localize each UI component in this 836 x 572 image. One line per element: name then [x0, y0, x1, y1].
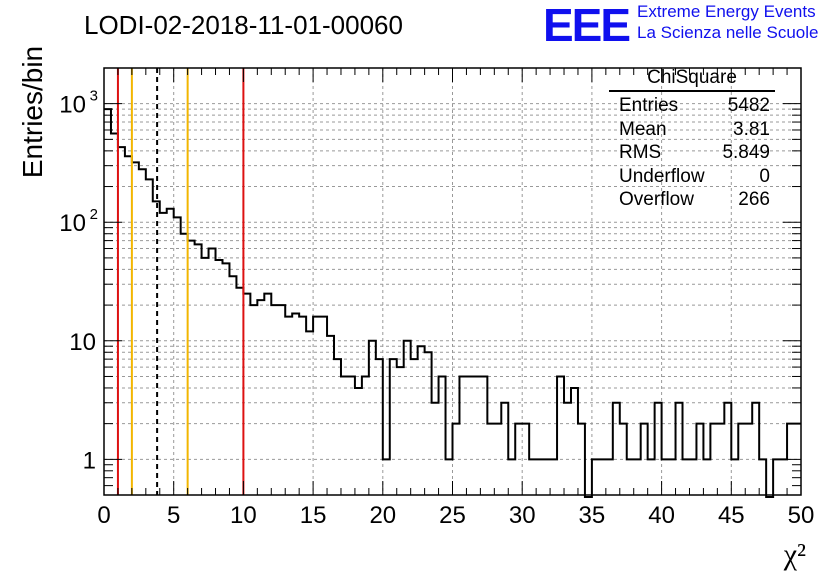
x-tick-label: 0 — [97, 502, 110, 529]
y-tick-label: 10 — [69, 329, 96, 356]
stats-row-rms: RMS 5.849 — [609, 141, 775, 165]
x-tick-label: 20 — [369, 502, 396, 529]
histogram-line — [104, 108, 801, 498]
x-tick-label: 40 — [648, 502, 675, 529]
stats-row-overflow: Overflow 266 — [609, 188, 775, 212]
logo-eee-text: EEE — [543, 0, 631, 51]
y-tick-label: 10 — [59, 92, 86, 119]
stats-value: 5.849 — [722, 142, 770, 163]
stats-value: 3.81 — [733, 118, 770, 140]
y-tick-label: 10 — [59, 210, 86, 237]
x-tick-label: 50 — [788, 502, 815, 529]
chart-title: LODI-02-2018-11-01-00060 — [84, 10, 403, 40]
stats-value: 0 — [759, 165, 770, 187]
x-tick-label: 10 — [230, 502, 257, 529]
x-tick-label: 25 — [439, 502, 466, 529]
logo-line-2: La Scienza nelle Scuole — [637, 23, 819, 42]
stats-title: ChiSquare — [609, 67, 775, 92]
stats-row-mean: Mean 3.81 — [609, 118, 775, 142]
y-tick-label: 1 — [83, 447, 96, 474]
stats-label: RMS — [619, 142, 662, 163]
x-tick-label: 5 — [167, 502, 180, 529]
x-tick-label: 35 — [579, 502, 606, 529]
logo-line-1: Extreme Energy Events — [637, 2, 816, 21]
stats-row-entries: Entries 5482 — [609, 94, 775, 118]
stats-row-underflow: Underflow 0 — [609, 165, 775, 189]
stats-label: Mean — [619, 118, 667, 140]
eee-logo: EEE Extreme Energy Events La Scienza nel… — [543, 0, 833, 51]
stats-value: 266 — [738, 189, 770, 210]
x-tick-label: 45 — [718, 502, 745, 529]
stats-label: Underflow — [619, 165, 705, 187]
x-tick-label: 15 — [300, 502, 327, 529]
stats-value: 5482 — [727, 95, 770, 116]
stats-box: ChiSquare Entries 5482 Mean 3.81 RMS 5.8… — [609, 67, 775, 212]
x-tick-label: 30 — [509, 502, 536, 529]
y-tick-label-exponent: 2 — [90, 206, 98, 223]
y-tick-label-exponent: 3 — [90, 88, 98, 105]
stats-label: Entries — [619, 95, 679, 116]
x-axis-label: χ² — [783, 538, 806, 571]
stats-label: Overflow — [619, 189, 694, 210]
